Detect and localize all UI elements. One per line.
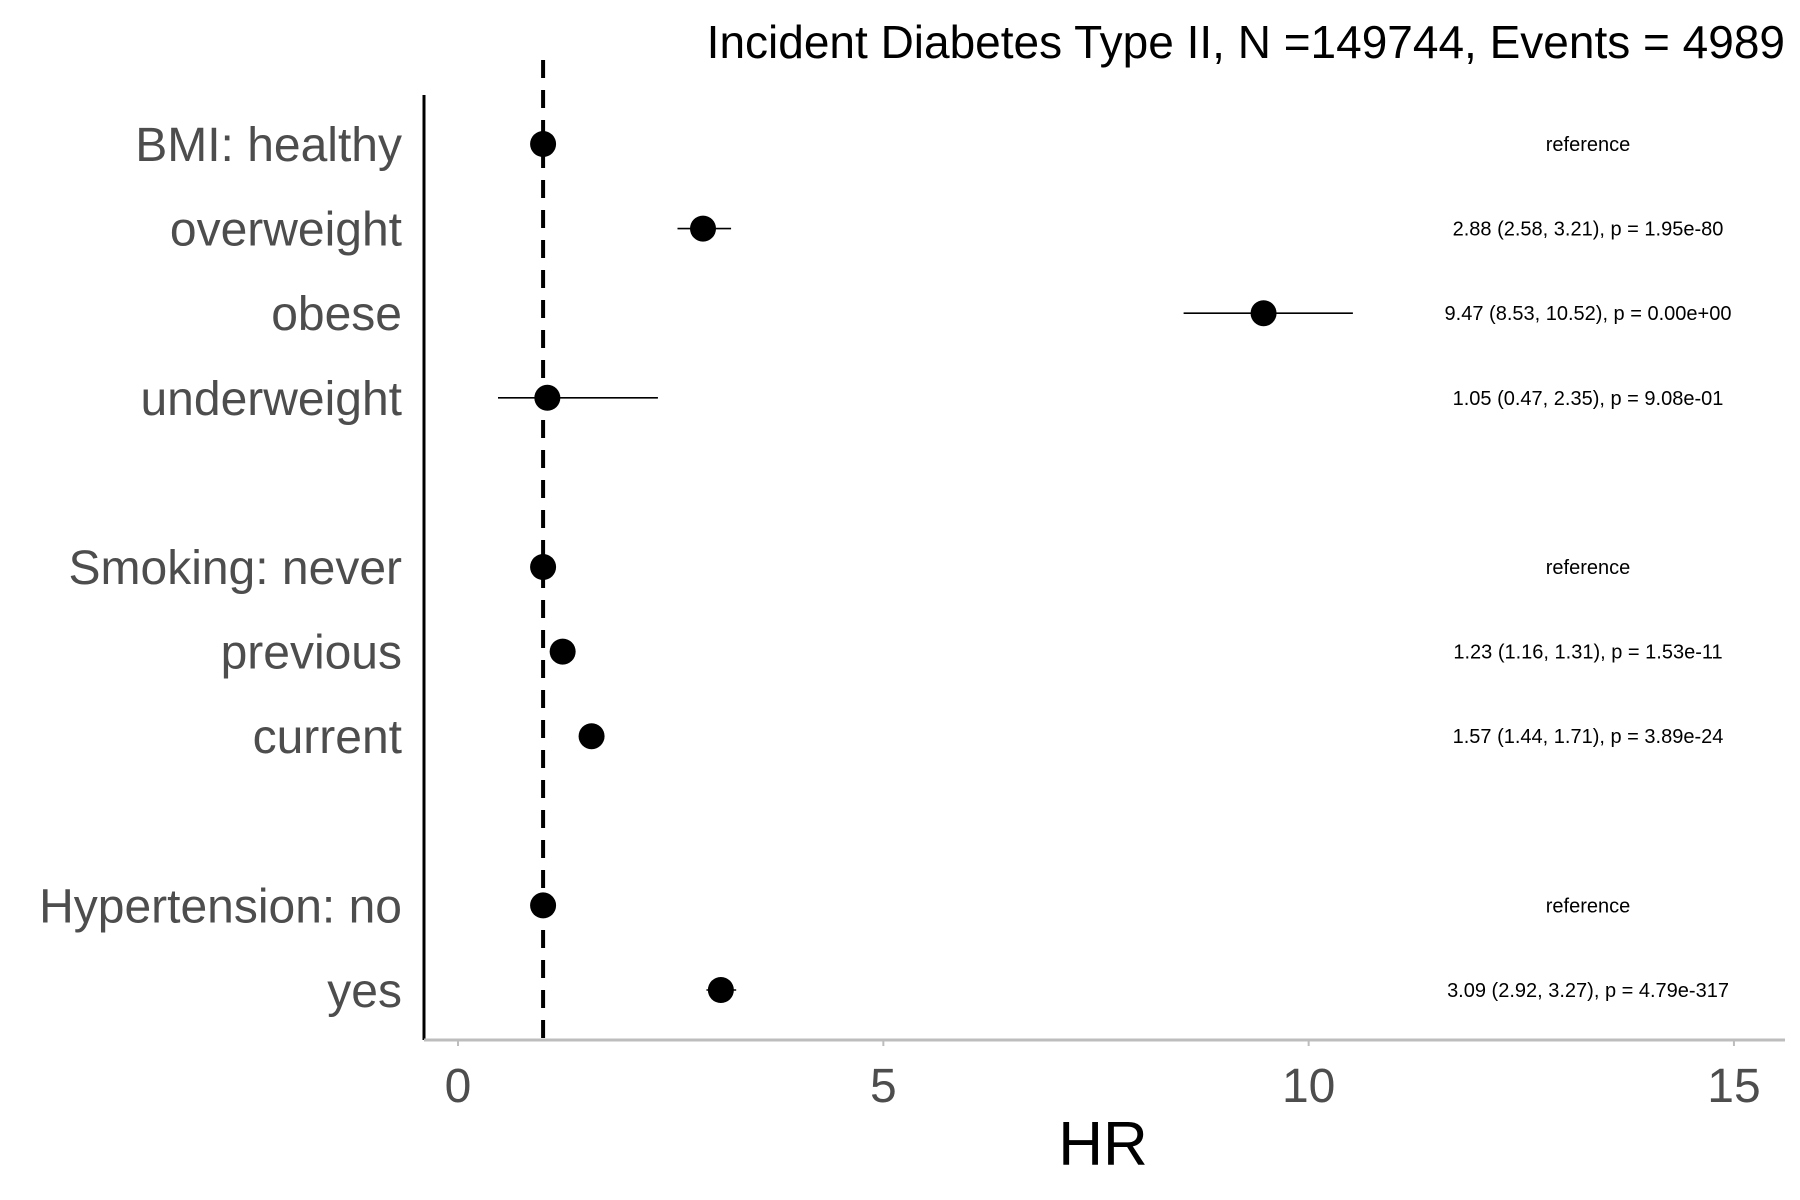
row-label: yes [327, 965, 402, 1018]
hr-annotation: 1.57 (1.44, 1.71), p = 3.89e-24 [1453, 726, 1724, 748]
hr-point [1250, 300, 1277, 327]
hr-point [534, 384, 561, 411]
x-tick-label: 15 [1707, 1060, 1760, 1113]
chart-title: Incident Diabetes Type II, N =149744, Ev… [707, 16, 1785, 68]
hr-annotation: reference [1546, 895, 1631, 917]
hr-annotation: 1.23 (1.16, 1.31), p = 1.53e-11 [1453, 642, 1722, 664]
hr-point [530, 892, 557, 919]
plot-area: 0 5 10 15 BMI: healthy reference overweight 2.8… [39, 60, 1785, 1113]
x-tick-label: 0 [445, 1060, 472, 1113]
hr-annotation: 1.05 (0.47, 2.35), p = 9.08e-01 [1453, 388, 1724, 410]
hr-point [707, 977, 734, 1003]
row-label: Smoking: never [69, 542, 403, 595]
row-label: BMI: healthy [135, 119, 402, 172]
row-label: Hypertension: no [39, 880, 402, 933]
hr-annotation: reference [1546, 134, 1631, 156]
row-label: obese [271, 288, 402, 341]
hr-annotation: 3.09 (2.92, 3.27), p = 4.79e-317 [1447, 980, 1729, 1002]
row-label: overweight [170, 204, 402, 257]
hr-annotation: 9.47 (8.53, 10.52), p = 0.00e+00 [1445, 303, 1732, 325]
hr-annotation: 2.88 (2.58, 3.21), p = 1.95e-80 [1453, 219, 1724, 241]
row-label: previous [221, 627, 402, 680]
hr-annotation: reference [1546, 557, 1631, 579]
x-tick-label: 10 [1282, 1060, 1335, 1113]
row-label: underweight [140, 373, 402, 426]
hr-point [578, 723, 605, 750]
row-label: current [253, 711, 402, 764]
x-tick-label: 5 [870, 1060, 897, 1113]
x-axis-title: HR [1058, 1110, 1148, 1179]
hr-point [690, 215, 717, 242]
hr-point [549, 638, 576, 665]
hr-point [530, 554, 557, 580]
hr-point [530, 131, 557, 157]
